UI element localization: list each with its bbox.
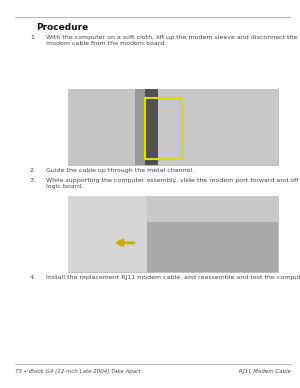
Text: 4.: 4. — [30, 275, 36, 281]
Bar — [68, 89, 135, 165]
Text: Procedure: Procedure — [36, 23, 88, 32]
Bar — [68, 89, 278, 165]
Bar — [147, 196, 278, 272]
Bar — [145, 98, 183, 159]
Text: Install the replacement RJ11 modem cable, and reassemble and test the computer.: Install the replacement RJ11 modem cable… — [46, 275, 300, 281]
Text: 2.: 2. — [30, 168, 36, 173]
Text: With the computer on a soft cloth, lift up the modem sleeve and disconnect the R: With the computer on a soft cloth, lift … — [46, 35, 300, 46]
Bar — [145, 89, 158, 165]
Bar — [158, 89, 278, 165]
Bar — [68, 196, 147, 272]
Text: 1.: 1. — [30, 35, 36, 40]
Text: 3.: 3. — [30, 178, 36, 184]
Bar — [135, 89, 145, 165]
Text: 75 • iBook G4 (12-inch Late 2004) Take Apart: 75 • iBook G4 (12-inch Late 2004) Take A… — [15, 369, 140, 374]
Bar — [68, 196, 278, 272]
Bar — [147, 196, 278, 222]
Text: RJ11 Modem Cable: RJ11 Modem Cable — [239, 369, 291, 374]
Text: While supporting the computer assembly, slide the modem port forward and off of : While supporting the computer assembly, … — [46, 178, 300, 189]
Text: Guide the cable up through the metal channel.: Guide the cable up through the metal cha… — [46, 168, 195, 173]
